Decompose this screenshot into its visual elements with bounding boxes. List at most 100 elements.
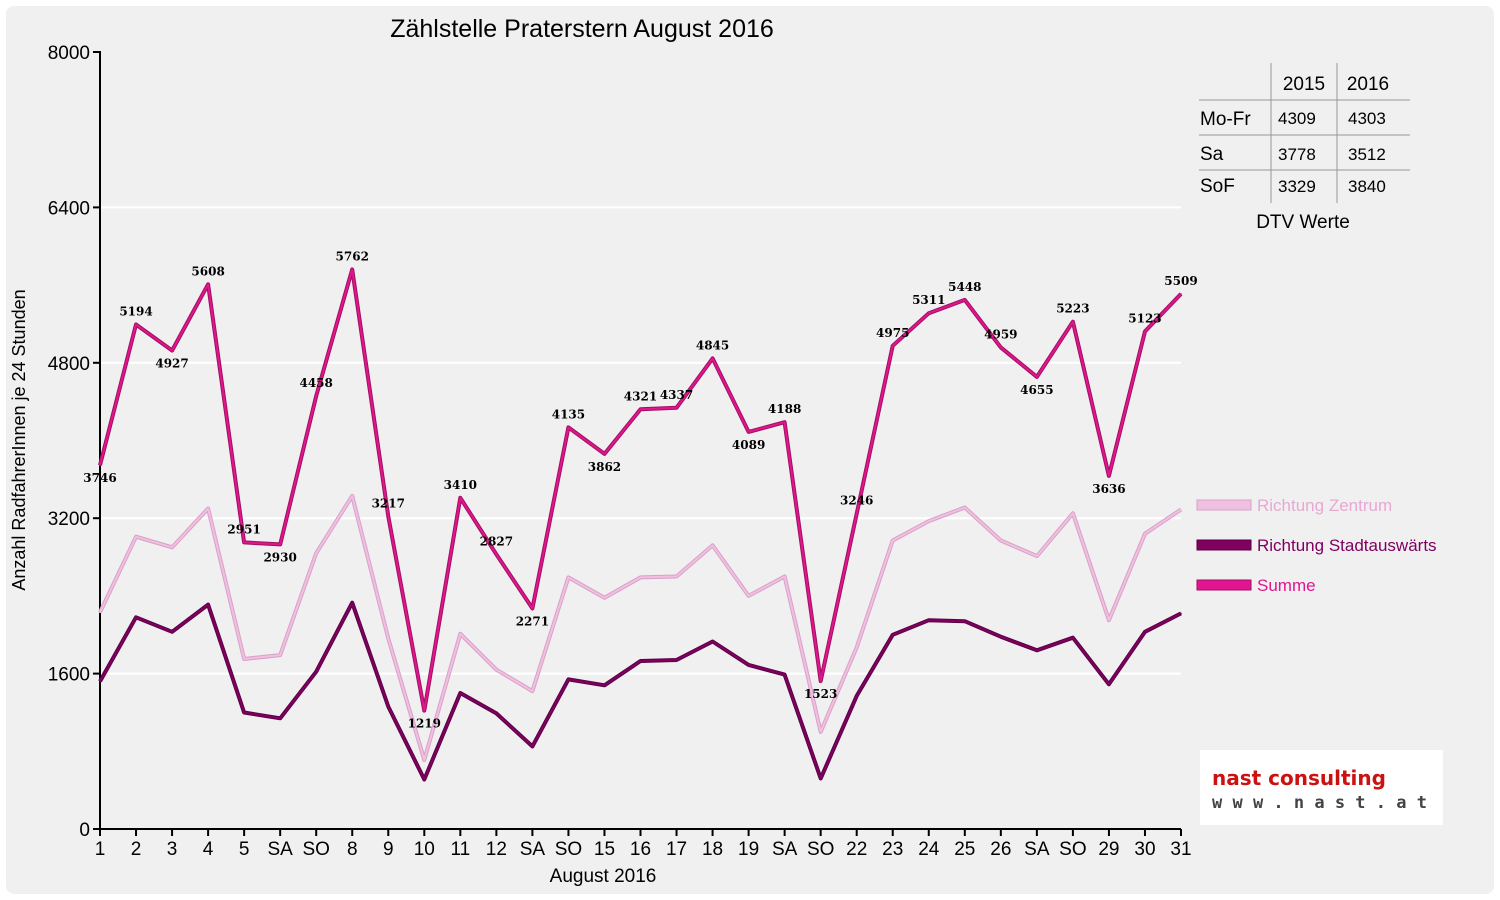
data-point: [675, 575, 678, 578]
data-label: 2827: [480, 534, 513, 548]
data-point: [387, 705, 390, 708]
data-point: [207, 283, 209, 286]
data-label: 4337: [660, 388, 693, 402]
data-point: [207, 507, 209, 510]
data-point: [927, 520, 930, 522]
series-line: [99, 494, 1182, 761]
x-tick-label: SO: [1059, 839, 1086, 860]
data-label: 5194: [119, 305, 152, 319]
data-point: [747, 431, 750, 433]
x-tick-label: 30: [1134, 839, 1155, 860]
data-label: 2951: [227, 522, 260, 536]
dtv-cell: 3329: [1278, 177, 1316, 196]
x-tick-label: SA: [1024, 839, 1050, 860]
data-point: [99, 611, 101, 614]
dtv-header-2015: 2015: [1283, 74, 1325, 95]
x-tick-label: 19: [738, 839, 759, 860]
data-point: [964, 299, 966, 301]
data-point: [387, 515, 390, 518]
series-line-outline: [98, 493, 1183, 762]
data-point: [855, 695, 858, 697]
data-label: 2271: [516, 614, 549, 628]
x-tick-label: 10: [414, 839, 435, 860]
data-point: [423, 778, 426, 781]
data-point: [639, 576, 642, 579]
x-tick-label: SA: [520, 839, 546, 860]
data-point: [639, 408, 642, 411]
x-tick-label: 11: [450, 839, 470, 860]
data-point: [675, 659, 678, 661]
data-point: [135, 616, 137, 619]
series-line: [99, 601, 1182, 781]
x-tick-label: 1: [95, 839, 106, 860]
data-label: 4845: [696, 338, 729, 352]
dtv-table: 2015 2016 Mo-Fr 4309 4303 Sa 3778 3512 S…: [1199, 63, 1410, 233]
data-point: [675, 406, 678, 409]
x-tick-label: SA: [772, 839, 798, 860]
data-label: 3410: [444, 478, 477, 492]
data-point: [315, 552, 318, 554]
x-tick-label: SO: [555, 839, 582, 860]
data-point: [1000, 635, 1002, 638]
data-point: [711, 357, 714, 360]
dtv-caption: DTV Werte: [1256, 212, 1350, 233]
data-point: [1000, 346, 1002, 349]
logo: nast consulting w w w . n a s t . a t: [1200, 750, 1443, 825]
data-point: [783, 575, 786, 578]
x-tick-label: 17: [666, 839, 687, 860]
x-tick-label: 9: [383, 839, 394, 860]
chart-frame: [6, 6, 1494, 894]
x-tick-label: 24: [918, 839, 940, 860]
legend-swatch: [1196, 579, 1252, 591]
data-point: [783, 673, 786, 676]
x-tick-label: 8: [347, 839, 358, 860]
data-point: [459, 497, 462, 499]
data-point: [459, 632, 462, 635]
data-label: 5762: [336, 249, 369, 263]
data-point: [1000, 539, 1002, 542]
data-label: 4458: [299, 376, 332, 390]
data-point: [531, 690, 534, 692]
data-point: [819, 777, 822, 780]
dtv-row-label-sof: SoF: [1200, 176, 1235, 197]
data-point: [567, 576, 570, 579]
data-point: [855, 512, 858, 515]
data-point: [1072, 320, 1074, 323]
y-tick-label: 8000: [48, 43, 90, 64]
data-point: [1036, 649, 1038, 652]
grid-lines: [100, 206, 1181, 675]
x-tick-label: 3: [167, 839, 178, 860]
data-point: [351, 601, 354, 604]
data-point: [747, 595, 750, 597]
data-point: [1108, 619, 1110, 621]
y-tick-label: 0: [79, 820, 90, 841]
data-point: [315, 395, 318, 397]
data-point: [171, 546, 173, 549]
data-point: [423, 709, 426, 712]
chart-title: Zählstelle Praterstern August 2016: [390, 15, 774, 43]
data-point: [567, 426, 570, 429]
data-point: [1108, 475, 1110, 477]
x-tick-label: 2: [131, 839, 142, 860]
x-tick-label: 26: [990, 839, 1011, 860]
data-label: 4321: [624, 389, 657, 403]
data-label: 5223: [1056, 302, 1089, 316]
data-label: 5608: [191, 264, 224, 278]
data-point: [135, 535, 137, 538]
y-tick-label: 3200: [48, 509, 90, 530]
data-label: 4655: [1020, 383, 1053, 397]
data-point: [964, 620, 966, 622]
data-label: 3636: [1092, 482, 1125, 496]
data-point: [1072, 636, 1074, 639]
data-point: [891, 345, 894, 347]
data-point: [927, 312, 930, 314]
data-point: [711, 544, 714, 547]
data-point: [279, 654, 281, 656]
series-lines: [98, 267, 1183, 782]
data-point: [603, 684, 606, 687]
data-point: [603, 597, 606, 599]
x-tick-label: 23: [882, 839, 903, 860]
data-point: [1180, 508, 1182, 511]
data-point: [531, 607, 534, 610]
